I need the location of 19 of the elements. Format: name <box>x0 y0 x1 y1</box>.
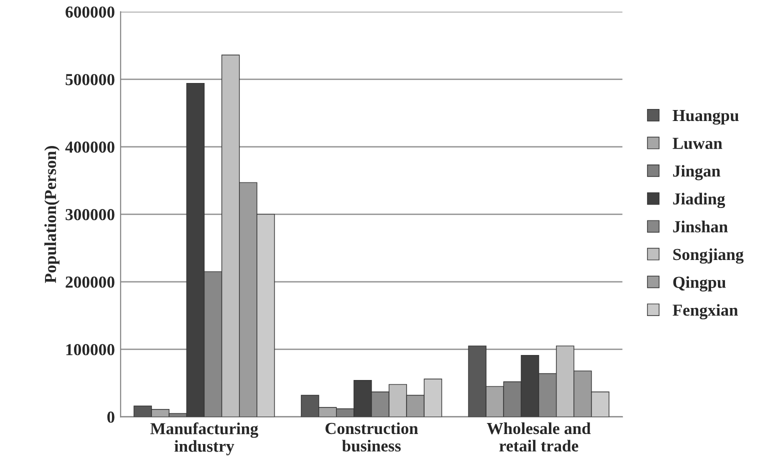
legend-label: Songjiang <box>673 248 744 264</box>
y-tick-label: 500000 <box>66 74 114 86</box>
y-tick-label: 600000 <box>66 6 114 18</box>
y-tick-label: 300000 <box>66 209 114 220</box>
legend-label: Huangpu <box>672 110 739 125</box>
legend-label: Qingpu <box>673 276 726 292</box>
y-tick-label: 100000 <box>66 344 114 356</box>
legend-label: Jiading <box>673 192 726 208</box>
legend-label: Fengxian <box>672 304 738 320</box>
legend-label: Luwan <box>672 138 722 150</box>
x-tick-label: Manufacturing industry <box>150 422 258 456</box>
legend-label: Jinshan <box>673 220 728 232</box>
y-axis-title: Population(Person) <box>44 146 60 283</box>
y-tick-label: 200000 <box>66 276 114 288</box>
legend-label: Jingan <box>673 164 720 180</box>
x-tick-label: Construction business <box>326 422 418 452</box>
x-tick-label: Wholesale and retail trade <box>486 422 591 452</box>
y-tick-label: 400000 <box>65 141 114 153</box>
y-tick-label: 0 <box>107 412 114 423</box>
